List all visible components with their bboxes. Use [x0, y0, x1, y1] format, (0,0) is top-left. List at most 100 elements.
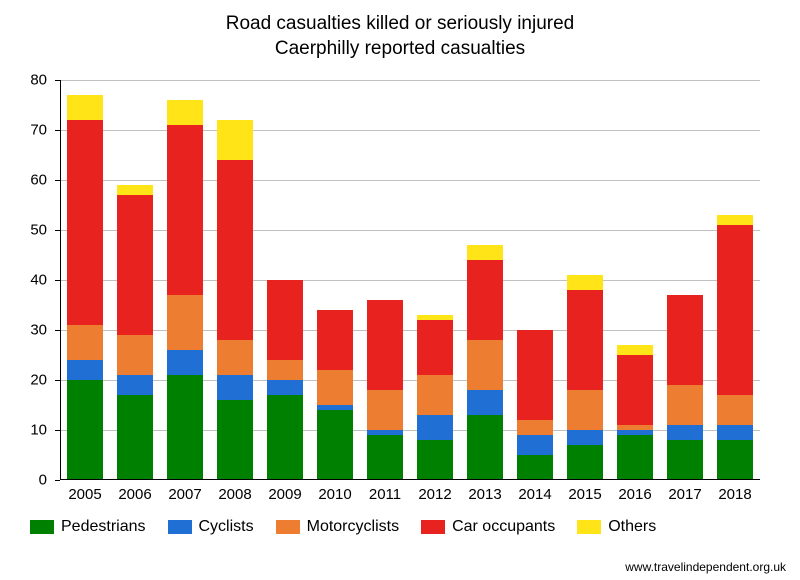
bar-segment-cyclists	[167, 350, 203, 375]
bar-segment-pedestrians	[667, 440, 703, 480]
bar-segment-motorcyclists	[467, 340, 503, 390]
legend-item-car-occupants: Car occupants	[421, 518, 555, 536]
bar-segment-cyclists	[667, 425, 703, 440]
y-tick-label: 60	[30, 172, 47, 189]
title-line-1: Road casualties killed or seriously inju…	[226, 13, 575, 34]
bar-segment-cyclists	[67, 360, 103, 380]
legend-label: Others	[608, 518, 656, 536]
y-tick-label: 30	[30, 322, 47, 339]
bar-segment-car-occupants	[667, 295, 703, 385]
bar-segment-cyclists	[217, 375, 253, 400]
bar-segment-motorcyclists	[117, 335, 153, 375]
plot-area	[60, 80, 760, 480]
bar-segment-motorcyclists	[567, 390, 603, 430]
bar-segment-motorcyclists	[67, 325, 103, 360]
bar-segment-car-occupants	[167, 125, 203, 295]
bar-segment-car-occupants	[417, 320, 453, 375]
legend-item-pedestrians: Pedestrians	[30, 518, 146, 536]
bar-segment-pedestrians	[217, 400, 253, 480]
bar-segment-pedestrians	[317, 410, 353, 480]
bar-segment-pedestrians	[517, 455, 553, 480]
bar-segment-pedestrians	[267, 395, 303, 480]
bar-segment-pedestrians	[367, 435, 403, 480]
x-tick-label: 2018	[718, 486, 751, 503]
legend: Pedestrians Cyclists Motorcyclists Car occu…	[30, 518, 770, 536]
bar-segment-motorcyclists	[417, 375, 453, 415]
x-tick-label: 2012	[418, 486, 451, 503]
bar-segment-cyclists	[467, 390, 503, 415]
chart-container: Road casualties killed or seriously inju…	[0, 0, 800, 580]
bar-segment-cyclists	[717, 425, 753, 440]
y-tick-label: 50	[30, 222, 47, 239]
bar-segment-others	[617, 345, 653, 355]
legend-swatch	[30, 520, 54, 534]
bar-segment-motorcyclists	[617, 425, 653, 430]
x-tick-label: 2015	[568, 486, 601, 503]
bar-segment-car-occupants	[117, 195, 153, 335]
bar-segment-others	[417, 315, 453, 320]
y-tick-mark	[55, 480, 60, 481]
attribution: www.travelindependent.org.uk	[625, 560, 786, 574]
legend-label: Pedestrians	[61, 518, 146, 536]
legend-item-cyclists: Cyclists	[168, 518, 254, 536]
x-tick-label: 2014	[518, 486, 551, 503]
legend-swatch	[168, 520, 192, 534]
y-axis: 01020304050607080	[0, 80, 55, 480]
legend-swatch	[421, 520, 445, 534]
legend-item-motorcyclists: Motorcyclists	[276, 518, 399, 536]
bar-segment-cyclists	[567, 430, 603, 445]
bar-segment-pedestrians	[567, 445, 603, 480]
bar-segment-others	[567, 275, 603, 290]
bar-segment-car-occupants	[367, 300, 403, 390]
bar-segment-motorcyclists	[317, 370, 353, 405]
bar-segment-cyclists	[617, 430, 653, 435]
bar-segment-cyclists	[117, 375, 153, 395]
bar-segment-pedestrians	[717, 440, 753, 480]
bar-segment-motorcyclists	[217, 340, 253, 375]
legend-item-others: Others	[577, 518, 656, 536]
bar-segment-pedestrians	[417, 440, 453, 480]
bar-segment-cyclists	[417, 415, 453, 440]
bar-segment-others	[117, 185, 153, 195]
x-tick-label: 2005	[68, 486, 101, 503]
x-tick-label: 2006	[118, 486, 151, 503]
bar-segment-cyclists	[267, 380, 303, 395]
y-tick-label: 80	[30, 72, 47, 89]
y-tick-label: 40	[30, 272, 47, 289]
x-tick-label: 2009	[268, 486, 301, 503]
legend-label: Cyclists	[199, 518, 254, 536]
bar-segment-car-occupants	[267, 280, 303, 360]
bar-segment-motorcyclists	[667, 385, 703, 425]
x-tick-label: 2013	[468, 486, 501, 503]
bar-segment-others	[217, 120, 253, 160]
bar-segment-pedestrians	[467, 415, 503, 480]
bar-segment-car-occupants	[67, 120, 103, 325]
x-axis-labels: 2005200620072008200920102011201220132014…	[60, 486, 760, 506]
x-tick-label: 2008	[218, 486, 251, 503]
bar-segment-pedestrians	[67, 380, 103, 480]
bars	[60, 80, 760, 480]
bar-segment-others	[67, 95, 103, 120]
y-tick-label: 70	[30, 122, 47, 139]
legend-label: Motorcyclists	[307, 518, 399, 536]
bar-segment-cyclists	[317, 405, 353, 410]
bar-segment-car-occupants	[217, 160, 253, 340]
bar-segment-pedestrians	[167, 375, 203, 480]
bar-segment-car-occupants	[317, 310, 353, 370]
bar-segment-pedestrians	[117, 395, 153, 480]
bar-segment-motorcyclists	[367, 390, 403, 430]
bar-segment-motorcyclists	[267, 360, 303, 380]
bar-segment-car-occupants	[717, 225, 753, 395]
bar-segment-cyclists	[517, 435, 553, 455]
bar-segment-cyclists	[367, 430, 403, 435]
x-tick-label: 2017	[668, 486, 701, 503]
y-tick-label: 0	[39, 472, 47, 489]
x-tick-label: 2011	[369, 486, 401, 503]
y-tick-label: 10	[30, 422, 47, 439]
y-tick-label: 20	[30, 372, 47, 389]
bar-segment-others	[167, 100, 203, 125]
x-tick-label: 2010	[318, 486, 351, 503]
legend-swatch	[276, 520, 300, 534]
bar-segment-car-occupants	[517, 330, 553, 420]
bar-segment-car-occupants	[567, 290, 603, 390]
